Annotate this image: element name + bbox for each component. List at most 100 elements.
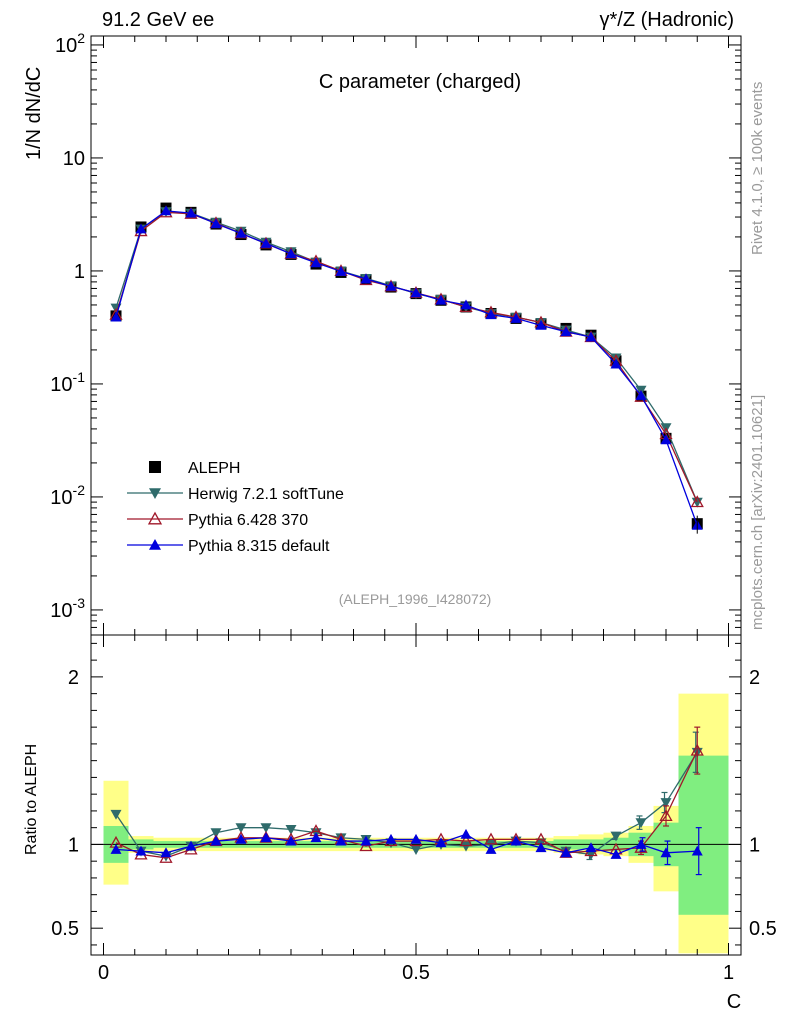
ratio-point: [410, 833, 422, 844]
ratio-point: [660, 798, 672, 809]
data-point: [610, 358, 622, 369]
ratio-point: [260, 832, 272, 843]
ratio-point: [610, 831, 622, 842]
ratio-point: [485, 843, 497, 854]
data-point: [210, 218, 222, 229]
y-tick-label: 10: [63, 148, 85, 170]
y-tick-label: 102: [55, 30, 85, 57]
ratio-point: [210, 835, 222, 846]
series-line: [115, 210, 698, 526]
ratio-point: [185, 840, 197, 851]
ratio-point: [110, 809, 122, 820]
ratio-point: [235, 833, 247, 844]
ratio-point: [360, 835, 372, 846]
header-process-label: γ*/Z (Hadronic): [600, 9, 734, 31]
ratio-point: [459, 834, 473, 847]
data-point: [435, 294, 447, 305]
data-point: [585, 331, 597, 342]
ratio-point: [310, 832, 322, 843]
ratio-point: [160, 847, 172, 858]
rivet-version-label: Rivet 4.1.0, ≥ 100k events: [749, 82, 766, 255]
analysis-id-label: (ALEPH_1996_I428072): [339, 591, 492, 607]
ratio-point: [260, 823, 272, 834]
x-axis-label: C: [727, 991, 741, 1013]
legend-label: Pythia 6.428 370: [188, 512, 308, 529]
data-point: [260, 237, 272, 248]
data-point: [635, 390, 647, 400]
ratio-point: [135, 845, 147, 856]
ratio-point: [690, 743, 704, 756]
data-point: [135, 223, 147, 234]
legend-marker: [147, 511, 163, 525]
data-point: [535, 319, 547, 330]
data-point: [691, 497, 703, 508]
ratio-point: [235, 823, 247, 834]
ratio-point: [660, 847, 672, 858]
legend-marker: [149, 461, 161, 473]
ratio-series-2: [110, 827, 703, 876]
ratio-y-tick-label-right: 2: [749, 667, 760, 689]
data-point: [485, 309, 497, 320]
ratio-point: [560, 847, 572, 858]
data-point: [185, 207, 197, 218]
ratio-panel: 0.5 0.5 1 1 2 2 0 0.5 1 C Ratio to ALEPH: [23, 634, 777, 1013]
data-point: [110, 311, 122, 322]
legend-marker: [149, 488, 161, 499]
data-point: [610, 353, 622, 364]
data-point: [560, 326, 572, 337]
mcplots-credit-label: mcplots.cern.ch [arXiv:2401.10621]: [749, 395, 766, 630]
ratio-point: [285, 824, 297, 835]
main-distribution-panel: 10-3 10-2 10-1 1 10 102 C parameter (charged) (…: [23, 30, 742, 636]
ratio-point: [610, 848, 622, 859]
legend-label: Pythia 8.315 default: [188, 538, 330, 555]
ratio-y-tick-label-right: 1: [749, 834, 760, 856]
y-tick-label: 10-2: [50, 482, 85, 509]
data-point: [385, 280, 397, 291]
legend-label: ALEPH: [188, 460, 240, 477]
ratio-point: [335, 835, 347, 846]
x-tick-label: 0.5: [402, 962, 430, 984]
ratio-point: [460, 841, 472, 852]
ratio-series-line: [115, 833, 698, 856]
ratio-point: [460, 828, 472, 839]
ratio-point: [159, 850, 173, 863]
ratio-point: [385, 833, 397, 844]
data-point: [510, 312, 522, 323]
y-tick-label: 10-3: [50, 595, 85, 622]
ratio-point: [435, 837, 447, 848]
ratio-point: [210, 828, 222, 839]
data-point: [660, 434, 672, 445]
legend: ALEPH Herwig 7.2.1 softTune Pythia 6.428 3…: [127, 460, 344, 555]
ratio-point: [410, 845, 422, 855]
ratio-point: [285, 835, 297, 846]
y-axis-label: 1/N dN/dC: [23, 67, 45, 160]
series-3: [110, 205, 703, 530]
data-point: [360, 273, 372, 284]
ratio-point: [635, 818, 647, 829]
ratio-point: [585, 842, 597, 853]
ratio-point: [659, 809, 673, 821]
ratio-y-tick-label: 2: [68, 667, 79, 689]
data-point: [460, 299, 472, 310]
ratio-point: [359, 839, 373, 852]
ratio-y-tick-label-right: 0.5: [749, 918, 777, 940]
uncertainty-band-inner: [678, 755, 729, 915]
data-point: [160, 205, 172, 216]
data-point: [410, 287, 422, 298]
data-point: [310, 257, 322, 268]
x-tick-label: 0: [98, 962, 109, 984]
ratio-point: [691, 845, 703, 856]
ratio-point: [484, 832, 498, 845]
y-tick-label: 1: [74, 261, 85, 283]
ratio-point: [635, 838, 647, 849]
data-point: [335, 265, 347, 276]
y-tick-label: 10-1: [50, 369, 85, 396]
x-tick-label: 1: [723, 962, 734, 984]
data-point: [285, 248, 297, 259]
header-energy-label: 91.2 GeV ee: [102, 9, 214, 31]
ratio-point: [535, 842, 547, 853]
ratio-point: [110, 843, 122, 854]
ratio-point: [510, 835, 522, 846]
ratio-y-tick-label: 1: [68, 834, 79, 856]
